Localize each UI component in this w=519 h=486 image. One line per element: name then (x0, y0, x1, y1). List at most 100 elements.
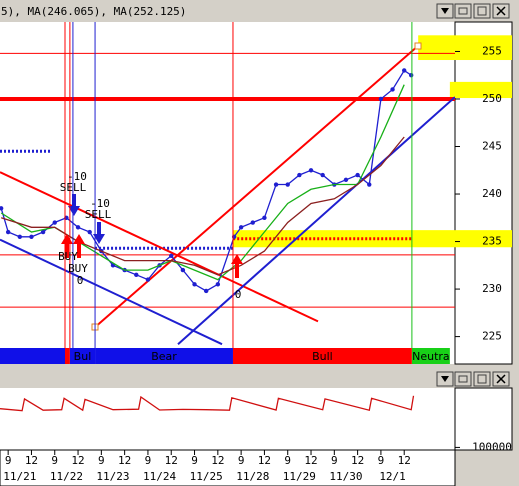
regime-label: Neutra (412, 350, 450, 363)
minimize-button[interactable] (454, 3, 472, 19)
price-point (273, 182, 279, 187)
signal-label: BUY (68, 262, 88, 275)
price-point (390, 87, 395, 92)
price-point (378, 96, 384, 102)
icon (496, 6, 506, 16)
title-bar (0, 0, 512, 22)
x-tick-label: 12 (258, 454, 271, 467)
x-tick-label: 9 (51, 454, 58, 467)
price-point (0, 206, 4, 211)
price-point (17, 234, 23, 239)
x-tick-label: 9 (378, 454, 385, 467)
x-tick-label: 9 (5, 454, 12, 467)
x-tick-label: 12 (118, 454, 131, 467)
price-point (40, 229, 46, 235)
x-axis-area (0, 449, 456, 486)
x-tick-label: 9 (331, 454, 338, 467)
regime-segment (232, 348, 412, 364)
date-label: 11/24 (143, 470, 176, 483)
sell-arrow (68, 194, 80, 216)
price-point (169, 253, 174, 259)
x-tick-label: 12 (351, 454, 364, 467)
axes: 225 230 235 240 245 250 255 100000 9 12 9 12 9 12 9 12 9… (3, 44, 512, 483)
y-tick-label: 100000 (472, 440, 512, 453)
x-tick-label: 9 (191, 454, 198, 467)
level-band (233, 230, 512, 248)
window-buttons[interactable] (436, 3, 510, 19)
plot-area (0, 388, 455, 450)
level-band (449, 81, 512, 99)
icon (441, 8, 449, 14)
trendline (0, 171, 319, 323)
signal-label: -10 (67, 170, 87, 183)
date-label: 12/1 (379, 470, 406, 483)
y-tick-label: 255 (482, 44, 502, 57)
window-buttons[interactable] (436, 371, 510, 387)
title-bar (0, 369, 512, 388)
x-tick-label: 12 (304, 454, 317, 467)
x-tick-label: 12 (71, 454, 84, 467)
buy-arrow (231, 254, 243, 278)
x-tick-label: 12 (211, 454, 224, 467)
price-point (409, 73, 414, 78)
price-point (29, 234, 34, 239)
axis-area (454, 387, 513, 451)
price-point (367, 182, 372, 187)
x-tick-label: 12 (165, 454, 178, 467)
y-tick-label: 245 (482, 140, 502, 153)
date-label: 11/30 (329, 470, 362, 483)
price-point (215, 282, 221, 287)
x-tick-label: 9 (284, 454, 291, 467)
x-tick-label: 9 (98, 454, 105, 467)
x-tick-label: 12 (398, 454, 411, 467)
price-point (320, 172, 325, 178)
date-label: 11/23 (96, 470, 129, 483)
volume-plot (0, 395, 415, 412)
regime-segment (65, 348, 70, 364)
y-tick-label: 225 (482, 330, 502, 343)
x-tick-label: 12 (25, 454, 38, 467)
x-tick-label: 9 (145, 454, 152, 467)
maximize-button[interactable] (473, 371, 491, 387)
maximize-button[interactable] (473, 3, 491, 19)
trend-handle (414, 42, 422, 50)
signal-label: SELL (60, 181, 87, 194)
icon (441, 376, 449, 382)
regime-segment (95, 348, 233, 364)
price-point (203, 288, 209, 294)
regime-segment (411, 348, 450, 364)
regime-label: Bear (151, 350, 177, 363)
icon (477, 6, 487, 16)
icon (477, 374, 487, 384)
y-tick-label: 250 (482, 92, 502, 105)
regime-segment (69, 348, 96, 364)
price-point (308, 168, 314, 173)
axis-area (454, 21, 513, 365)
price-point (192, 282, 197, 287)
signal-label: -10 (90, 197, 110, 210)
price-point (343, 177, 349, 182)
minimize-button[interactable] (454, 371, 472, 387)
y-tick-label: 240 (482, 187, 502, 200)
main-plot (0, 42, 455, 346)
regime-segment (0, 348, 65, 364)
signal-label: 0 (235, 288, 242, 301)
date-label: 11/25 (190, 470, 223, 483)
date-label: 11/21 (3, 470, 36, 483)
price-point (134, 272, 139, 278)
price-point (5, 229, 11, 235)
sell-arrow (93, 222, 105, 244)
price-point (297, 172, 302, 178)
price-point (87, 229, 92, 235)
icon (458, 375, 468, 383)
price-point (402, 68, 407, 73)
icon (458, 7, 468, 15)
panel-title: 5), MA(246.065), MA(252.125) (1, 5, 186, 18)
signal-label: SELL (85, 208, 112, 221)
trendline (0, 238, 223, 346)
price-point (180, 267, 186, 273)
y-tick-label: 235 (482, 235, 502, 248)
y-tick-label: 230 (482, 282, 502, 295)
